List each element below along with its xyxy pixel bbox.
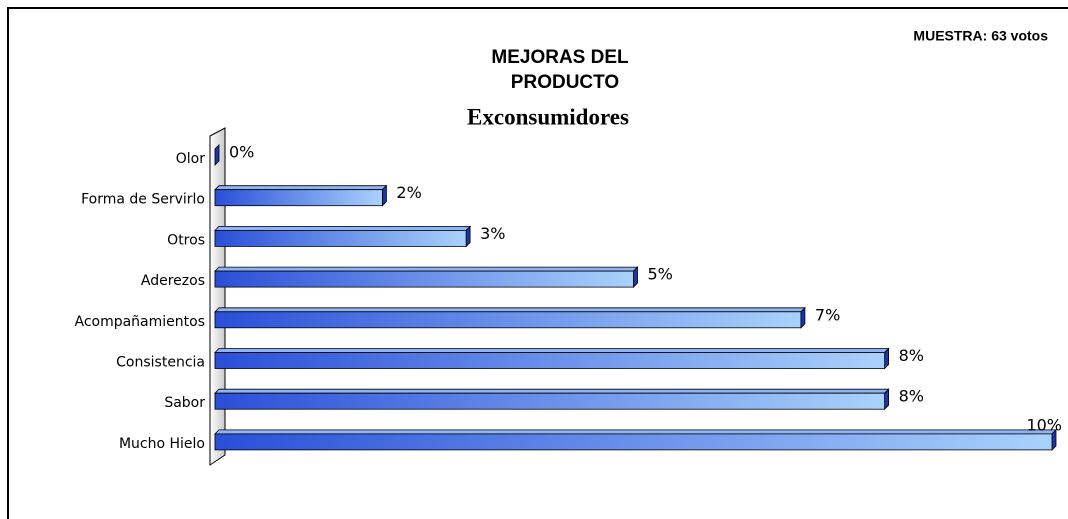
value-label: 5% [648,265,673,284]
y-tick-label: Otros [167,232,205,248]
value-label: 8% [899,346,924,365]
bar [214,392,885,410]
frame [7,7,1068,519]
bar-top [214,307,806,313]
bar-top [214,348,890,353]
bar-side [884,347,889,370]
bar-top [214,225,472,231]
value-label: 0% [229,143,254,162]
value-label: 8% [899,387,924,406]
bar [214,352,885,369]
bar-side [381,184,387,207]
bar [214,229,467,247]
y-tick-label: Mucho Hielo [119,436,205,452]
y-tick-label: Forma de Servirlo [81,192,205,208]
y-tick-label: Sabor [164,395,205,411]
value-label: 10% [1026,415,1062,434]
y-tick-label: Aderezos [141,273,205,289]
bar [214,433,1053,451]
bar-top [214,429,1057,435]
bar-side [465,225,471,248]
bar-side [884,388,889,411]
bar-side [214,144,220,166]
y-tick-label: Acompañamientos [74,314,205,330]
bar-side [800,306,806,329]
bar [214,189,383,207]
chart-title: PRODUCTO [511,72,619,93]
y-tick-label: Olor [176,151,205,167]
bar [214,270,634,288]
annotation: MUESTRA: 63 votos [913,28,1048,44]
bar-top [214,388,890,394]
value-label: 7% [815,305,840,324]
y-tick-label: Consistencia [116,355,205,371]
chart-title: MEJORAS DEL [491,47,629,68]
axis-wall [209,127,226,466]
value-label: 2% [396,183,421,202]
bar [214,311,802,329]
value-label: 3% [480,224,505,243]
bar-side [633,266,638,289]
bar-top [214,185,388,191]
chart-subtitle: Exconsumidores [467,104,629,129]
bar-top [214,266,639,272]
